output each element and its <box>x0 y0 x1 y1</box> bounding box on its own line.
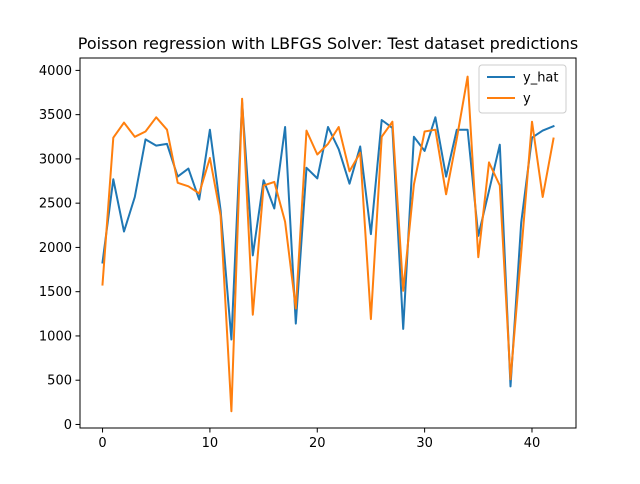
chart-title: Poisson regression with LBFGS Solver: Te… <box>78 34 578 53</box>
x-tick-label: 0 <box>98 436 106 451</box>
series-line-y-hat <box>101 101 555 388</box>
y-tick-label: 2000 <box>39 241 72 256</box>
y-tick-label: 500 <box>47 374 72 389</box>
axes-frame <box>79 57 577 429</box>
legend-label: y_hat <box>523 71 559 86</box>
series-line-y <box>101 75 555 413</box>
x-tick-label: 40 <box>524 436 541 451</box>
y-tick-label: 4000 <box>39 64 72 79</box>
y-tick-label: 1500 <box>39 285 72 300</box>
y-tick-label: 1000 <box>39 329 72 344</box>
axes: 0 10 20 30 40 0 500 1000 1500 2000 2500 3000 3500 400… <box>39 57 577 451</box>
x-tick-label: 20 <box>309 436 326 451</box>
plot-area <box>101 75 555 413</box>
y-tick-label: 3500 <box>39 108 72 123</box>
x-tick-label: 30 <box>416 436 433 451</box>
y-tick-label: 2500 <box>39 197 72 212</box>
x-tick-label: 10 <box>202 436 219 451</box>
legend-label: y <box>523 92 531 107</box>
y-tick-label: 3000 <box>39 152 72 167</box>
y-tick-label: 0 <box>64 418 72 433</box>
